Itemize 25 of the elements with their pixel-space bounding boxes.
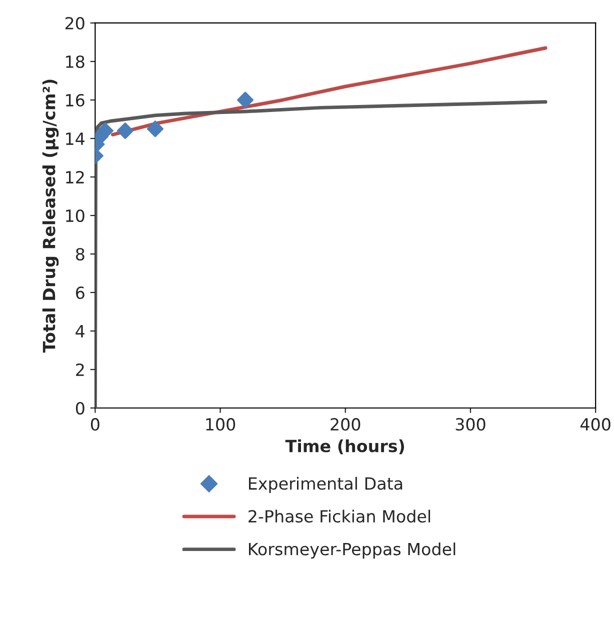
y-tick-label: 2 [76, 363, 84, 376]
x-tick-label: 400 [580, 418, 610, 431]
legend-label: Experimental Data [248, 476, 402, 494]
y-tick-label: 4 [76, 325, 85, 338]
y-tick-label: 12 [66, 170, 84, 184]
x-tick-label: 300 [456, 418, 486, 431]
point [236, 92, 254, 108]
y-axis-title: Total Drug Released (µg/cm²) [42, 80, 59, 353]
y-tick-label: 20 [65, 16, 84, 30]
point [146, 120, 164, 138]
y-tick-label: 0 [76, 402, 84, 415]
y-tick-label: 18 [66, 55, 84, 68]
x-axis-title: Time (hours) [285, 439, 404, 454]
x-tick-label: 0 [90, 418, 100, 431]
line-series [95, 100, 548, 408]
legend-label: 2-Phase Fickian Model [248, 510, 430, 523]
legend-label: Korsmeyer-Peppas Model [248, 542, 456, 559]
y-tick-label: 16 [66, 94, 84, 107]
x-tick-label: 100 [206, 418, 236, 431]
y-tick-label: 6 [76, 286, 84, 300]
y-tick-label: 14 [66, 132, 85, 145]
x-tick-label: 200 [330, 418, 360, 431]
point [116, 122, 134, 140]
y-tick-label: 10 [66, 209, 84, 222]
y-tick-label: 8 [76, 248, 84, 261]
